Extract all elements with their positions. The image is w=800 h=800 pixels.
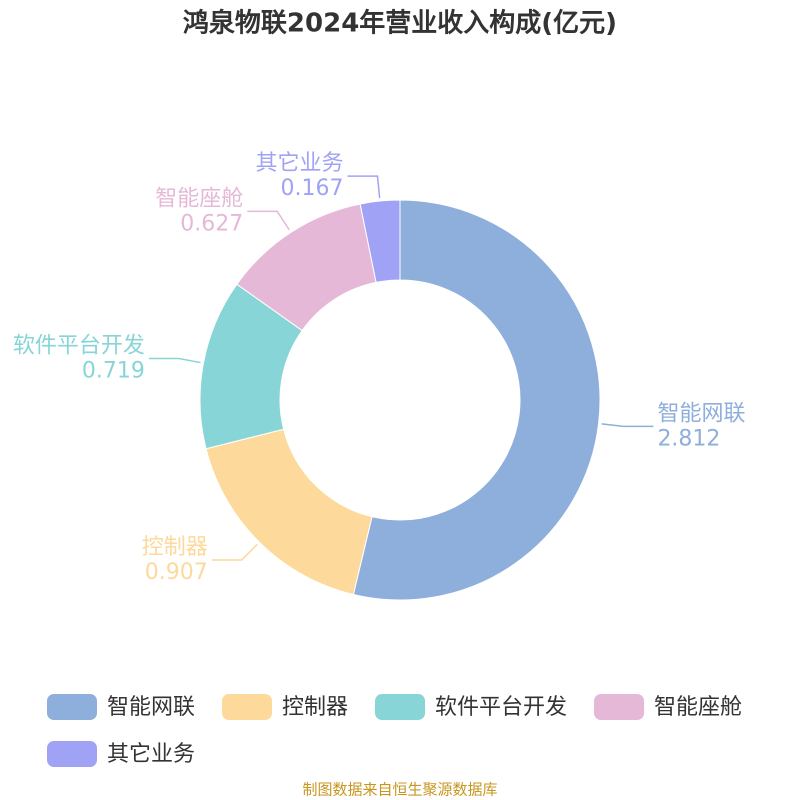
donut-slice: [352, 199, 601, 601]
slice-label: 控制器: [142, 535, 208, 560]
leader-line: [148, 357, 201, 364]
legend-label: 控制器: [282, 695, 348, 720]
slice-value: 0.627: [180, 211, 243, 236]
slice-label: 智能网联: [657, 401, 745, 426]
slice-value: 0.167: [280, 176, 343, 201]
leader-line: [247, 210, 290, 231]
legend-label: 其它业务: [107, 742, 195, 767]
slice-value: 2.812: [657, 426, 720, 451]
leader-line: [211, 543, 258, 561]
slice-value: 0.907: [145, 560, 208, 585]
legend-label: 智能网联: [107, 695, 195, 720]
slice-value: 0.719: [82, 358, 145, 383]
donut-slice: [205, 428, 373, 596]
slice-label: 软件平台开发: [13, 333, 145, 358]
slice-label: 智能座舱: [155, 186, 243, 211]
source-note: 制图数据来自恒生聚源数据库: [302, 781, 497, 799]
legend-label: 智能座舱: [654, 695, 742, 720]
legend-swatch: [375, 694, 426, 720]
legend-label: 软件平台开发: [435, 695, 567, 720]
legend-swatch: [47, 741, 97, 767]
leader-line: [347, 175, 381, 199]
chart-title: 鸿泉物联2024年营业收入构成(亿元): [183, 8, 617, 39]
donut-slice: [359, 199, 401, 283]
slice-label: 其它业务: [255, 151, 343, 176]
legend-swatch: [47, 694, 97, 720]
legend-swatch: [594, 694, 645, 720]
leader-line: [601, 423, 654, 428]
legend-swatch: [222, 694, 273, 720]
